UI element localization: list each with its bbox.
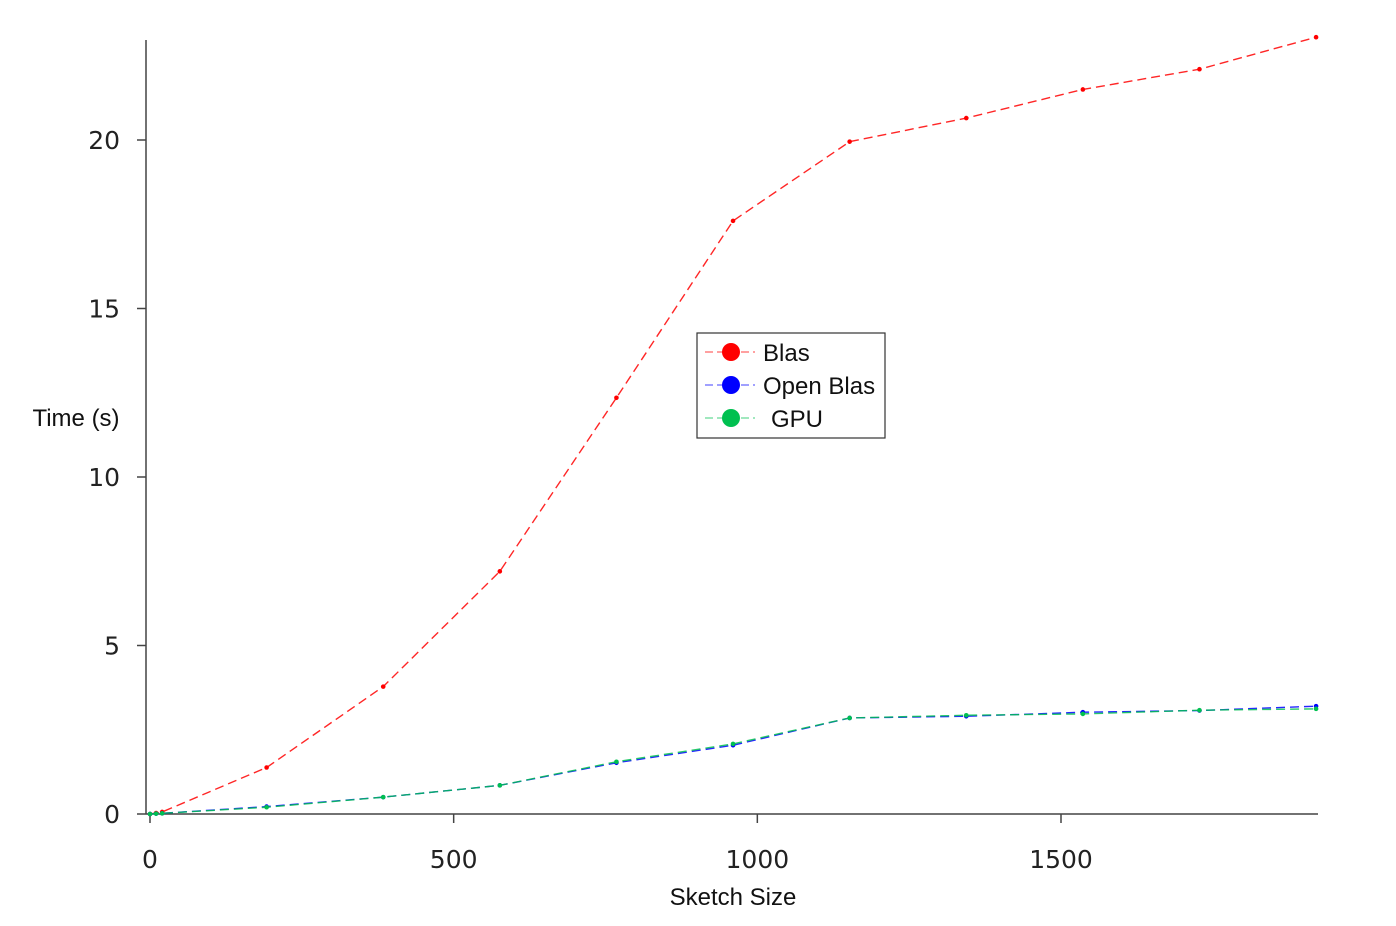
series-line-gpu (149, 708, 1317, 815)
data-point-gpu (264, 804, 269, 810)
legend-item-open-blas: Open Blas (705, 373, 875, 400)
legend-marker-blas (722, 343, 740, 361)
data-point-gpu (730, 741, 736, 747)
legend-label-gpu: GPU (771, 406, 823, 433)
x-tick-label: 1000 (726, 845, 790, 874)
y-axis-title: Time (s) (32, 405, 119, 432)
data-point-blas (963, 115, 969, 121)
series-layer (147, 34, 1319, 817)
data-point-gpu (380, 794, 386, 800)
data-point-blas (264, 765, 269, 770)
y-tick-label: 0 (104, 800, 120, 829)
data-point-gpu (1197, 707, 1202, 713)
legend-item-gpu: GPU (705, 406, 823, 433)
y-tick-label: 10 (88, 463, 120, 492)
data-point-blas (847, 139, 852, 144)
x-tick-label: 1500 (1029, 845, 1093, 874)
data-point-gpu (1313, 706, 1319, 712)
legend-marker-gpu (722, 409, 740, 427)
legend-label-open-blas: Open Blas (763, 373, 875, 400)
data-point-gpu (153, 811, 159, 816)
y-tick-label: 15 (88, 295, 120, 324)
x-tick-label: 500 (430, 845, 478, 874)
data-point-gpu (497, 783, 503, 788)
x-tick-label: 0 (142, 845, 158, 874)
legend-marker-open-blas (722, 376, 740, 394)
legend: Blas Open Blas GPU (696, 332, 886, 439)
data-point-gpu (847, 715, 852, 721)
data-point-blas (1080, 87, 1086, 92)
data-point-gpu (147, 811, 153, 817)
data-point-blas (730, 218, 736, 224)
x-axis-title: Sketch Size (670, 884, 797, 911)
y-tick-label: 20 (88, 126, 120, 155)
legend-label-blas: Blas (763, 340, 810, 367)
data-point-blas (380, 684, 386, 689)
axes: 0 500 1000 1500 0 5 10 15 20 (88, 40, 1318, 874)
data-point-gpu (963, 712, 969, 718)
y-tick-label: 5 (104, 632, 120, 661)
series-gpu (147, 706, 1319, 817)
series-line-open-blas (149, 705, 1317, 815)
data-point-blas (1313, 34, 1319, 40)
legend-item-blas: Blas (705, 340, 810, 367)
data-point-gpu (1080, 711, 1086, 717)
data-point-blas (497, 569, 503, 574)
data-point-gpu (159, 811, 165, 816)
data-point-blas (1197, 66, 1202, 72)
data-point-gpu (614, 759, 619, 765)
series-open-blas (147, 703, 1319, 817)
data-point-blas (614, 395, 619, 401)
